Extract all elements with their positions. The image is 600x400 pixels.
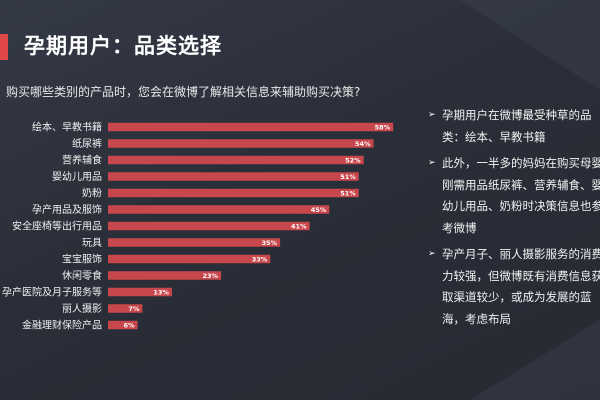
diamond-bullet-icon: ➢: [428, 110, 436, 120]
value-label: 23%: [203, 272, 219, 280]
bar: [108, 139, 374, 148]
bar: [108, 238, 281, 247]
note-text: 取渠道较少，或成为发展的蓝: [442, 290, 592, 304]
value-label: 7%: [128, 305, 140, 313]
category-label: 宝宝服饰: [62, 253, 102, 266]
page-title: 孕期用户：品类选择: [24, 34, 222, 58]
bar: [108, 172, 359, 181]
category-label: 孕产医院及月子服务等: [2, 286, 102, 299]
value-label: 33%: [252, 255, 268, 263]
note-text: 孕产月子、丽人摄影服务的消费: [442, 247, 600, 261]
bar: [108, 271, 222, 280]
diamond-bullet-icon: ➢: [428, 158, 436, 168]
category-label: 绘本、早教书籍: [32, 121, 102, 134]
title-accent-bar: [0, 34, 8, 60]
survey-question: 购买哪些类别的产品时，您会在微博了解相关信息来辅助购买决策?: [6, 85, 361, 99]
bar: [108, 122, 394, 132]
value-label: 54%: [355, 140, 371, 148]
bar: [108, 320, 138, 330]
note-item: ➢ 孕产月子、丽人摄影服务的消费 力较强，但微博既有消费信息获 取渠道较少，或成为发展…: [428, 244, 600, 330]
value-label: 35%: [262, 239, 278, 247]
note-text: 海，考虑布局: [442, 311, 511, 326]
bar: [108, 287, 172, 297]
note-text: 刚需用品纸尿裤、营养辅食、婴: [442, 177, 600, 192]
side-notes: ➢ 孕期用户在微博最受种草的品 类：绘本、早教书籍 ➢ 此外，一半多的妈妈在购买母婴 刚需…: [428, 105, 600, 335]
category-label: 安全座椅等出行用品: [12, 220, 102, 233]
note-text: 幼儿用品、奶粉时决策信息也参: [442, 199, 600, 213]
note-text: 考微博: [442, 220, 477, 235]
value-label: 52%: [345, 156, 361, 164]
value-label: 13%: [153, 288, 169, 296]
value-label: 51%: [340, 173, 356, 181]
decor-triangle-bottom-right: [470, 320, 600, 400]
value-label: 41%: [291, 222, 307, 230]
decor-triangle-top-right: [460, 0, 600, 90]
value-label: 51%: [340, 189, 356, 197]
category-label: 休闲零食: [62, 269, 102, 282]
value-label: 58%: [375, 123, 391, 131]
diamond-bullet-icon: ➢: [428, 249, 436, 259]
bar: [108, 221, 310, 231]
bar: [108, 188, 359, 198]
category-label: 奶粉: [82, 187, 102, 200]
bar: [108, 155, 364, 165]
category-label: 玩具: [82, 237, 102, 249]
note-text: 力较强，但微博既有消费信息获: [442, 268, 600, 283]
category-label: 孕产用品及服饰: [32, 203, 102, 216]
bar: [108, 205, 330, 214]
note-text: 此外，一半多的妈妈在购买母婴: [442, 156, 600, 170]
note-text: 类：绘本、早教书籍: [442, 129, 546, 144]
category-label: 金融理财保险产品: [22, 319, 102, 332]
category-label: 纸尿裤: [72, 137, 102, 150]
note-item: ➢ 孕期用户在微博最受种草的品 类：绘本、早教书籍: [428, 105, 600, 148]
note-text: 孕期用户在微博最受种草的品: [442, 108, 592, 122]
category-label: 婴幼儿用品: [52, 170, 102, 183]
bar: [108, 304, 143, 313]
value-label: 45%: [311, 206, 327, 214]
note-item: ➢ 此外，一半多的妈妈在购买母婴 刚需用品纸尿裤、营养辅食、婴 幼儿用品、奶粉时决策信…: [428, 153, 600, 239]
category-label: 营养辅食: [62, 154, 102, 167]
value-label: 6%: [123, 321, 135, 329]
bar: [108, 254, 271, 264]
bar-chart: 绘本、早教书籍 58% 纸尿裤 54% 营养辅食 52% 婴幼儿用品 51% 奶粉 51% 孕产用品…: [2, 121, 394, 332]
category-label: 丽人摄影: [62, 302, 102, 315]
